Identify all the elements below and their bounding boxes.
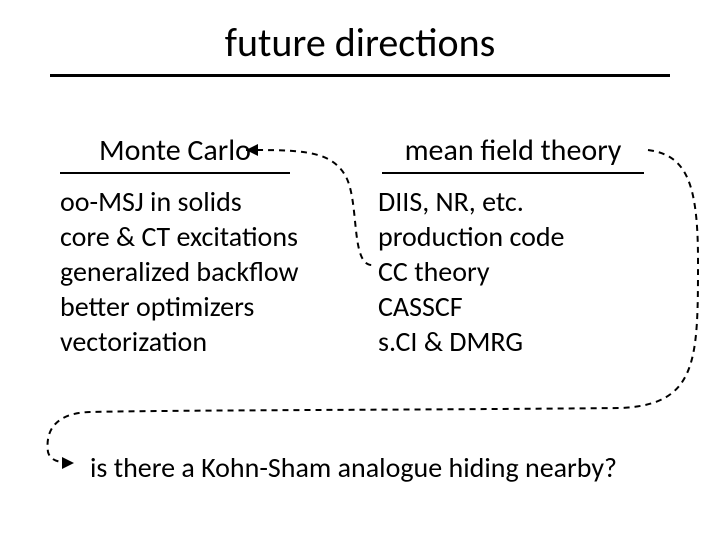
right-column-list: DIIS, NR, etc. production code CC theory… xyxy=(378,184,564,359)
list-item: production code xyxy=(378,219,564,254)
slide: future directions Monte Carlo oo-MSJ in … xyxy=(0,0,720,540)
list-item: s.CI & DMRG xyxy=(378,324,564,359)
left-column-rule xyxy=(60,172,290,174)
right-column-heading: mean field theory xyxy=(388,132,638,169)
question-text: is there a Kohn-Sham analogue hiding nea… xyxy=(90,450,617,485)
list-item: CASSCF xyxy=(378,289,564,324)
list-item: generalized backflow xyxy=(60,254,299,289)
list-item: better optimizers xyxy=(60,289,299,324)
arrowhead-question-icon xyxy=(62,457,74,469)
left-column-heading: Monte Carlo xyxy=(70,132,280,169)
list-item: core & CT excitations xyxy=(60,219,299,254)
slide-title: future directions xyxy=(0,18,720,67)
list-item: DIIS, NR, etc. xyxy=(378,184,564,219)
list-item: vectorization xyxy=(60,324,299,359)
title-rule xyxy=(50,74,670,77)
list-item: CC theory xyxy=(378,254,564,289)
left-column-list: oo-MSJ in solids core & CT excitations g… xyxy=(60,184,299,359)
list-item: oo-MSJ in solids xyxy=(60,184,299,219)
right-column-rule xyxy=(382,172,644,174)
